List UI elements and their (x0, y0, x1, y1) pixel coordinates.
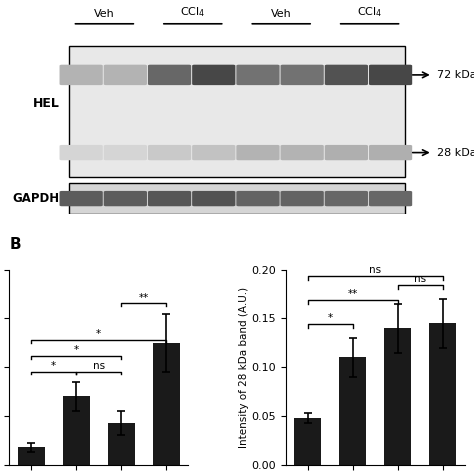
FancyBboxPatch shape (369, 191, 412, 206)
FancyBboxPatch shape (325, 145, 368, 160)
Bar (18, 447, 45, 465)
FancyBboxPatch shape (281, 191, 324, 206)
Text: GAPDH: GAPDH (12, 192, 60, 205)
Text: 72 kDa: 72 kDa (437, 70, 474, 80)
Text: Veh: Veh (271, 9, 292, 18)
FancyBboxPatch shape (281, 64, 324, 85)
FancyBboxPatch shape (104, 191, 147, 206)
FancyBboxPatch shape (148, 145, 191, 160)
Bar (339, 357, 366, 465)
Text: HEL: HEL (33, 97, 60, 110)
Text: CCl$_4$: CCl$_4$ (180, 5, 205, 18)
Bar (153, 343, 180, 465)
Text: **: ** (347, 289, 358, 299)
FancyBboxPatch shape (369, 145, 412, 160)
FancyBboxPatch shape (192, 145, 236, 160)
FancyBboxPatch shape (369, 64, 412, 85)
Text: *: * (96, 329, 101, 339)
Text: ns: ns (369, 264, 382, 274)
Text: **: ** (138, 292, 149, 303)
FancyBboxPatch shape (148, 191, 191, 206)
FancyBboxPatch shape (104, 64, 147, 85)
FancyBboxPatch shape (192, 64, 236, 85)
Text: *: * (51, 361, 56, 371)
Y-axis label: Intensity of 28 kDa band (A.U.): Intensity of 28 kDa band (A.U.) (239, 287, 249, 448)
FancyBboxPatch shape (104, 145, 147, 160)
Text: *: * (328, 313, 333, 323)
Bar (294, 418, 321, 465)
FancyBboxPatch shape (237, 64, 280, 85)
FancyBboxPatch shape (60, 191, 103, 206)
FancyBboxPatch shape (60, 64, 103, 85)
Bar (63, 396, 90, 465)
Bar (429, 323, 456, 465)
FancyBboxPatch shape (69, 183, 405, 214)
Text: ns: ns (92, 361, 105, 371)
FancyBboxPatch shape (325, 64, 368, 85)
FancyBboxPatch shape (60, 145, 103, 160)
Text: CCl$_4$: CCl$_4$ (357, 5, 382, 18)
Text: 28 kDa: 28 kDa (437, 147, 474, 157)
Text: B: B (9, 237, 21, 252)
FancyBboxPatch shape (325, 191, 368, 206)
FancyBboxPatch shape (237, 191, 280, 206)
Bar (108, 423, 135, 465)
FancyBboxPatch shape (192, 191, 236, 206)
FancyBboxPatch shape (69, 46, 405, 177)
FancyBboxPatch shape (281, 145, 324, 160)
Text: Veh: Veh (94, 9, 115, 18)
Text: ns: ns (414, 274, 427, 284)
Bar (384, 328, 411, 465)
FancyBboxPatch shape (237, 145, 280, 160)
Text: *: * (73, 345, 79, 355)
FancyBboxPatch shape (148, 64, 191, 85)
